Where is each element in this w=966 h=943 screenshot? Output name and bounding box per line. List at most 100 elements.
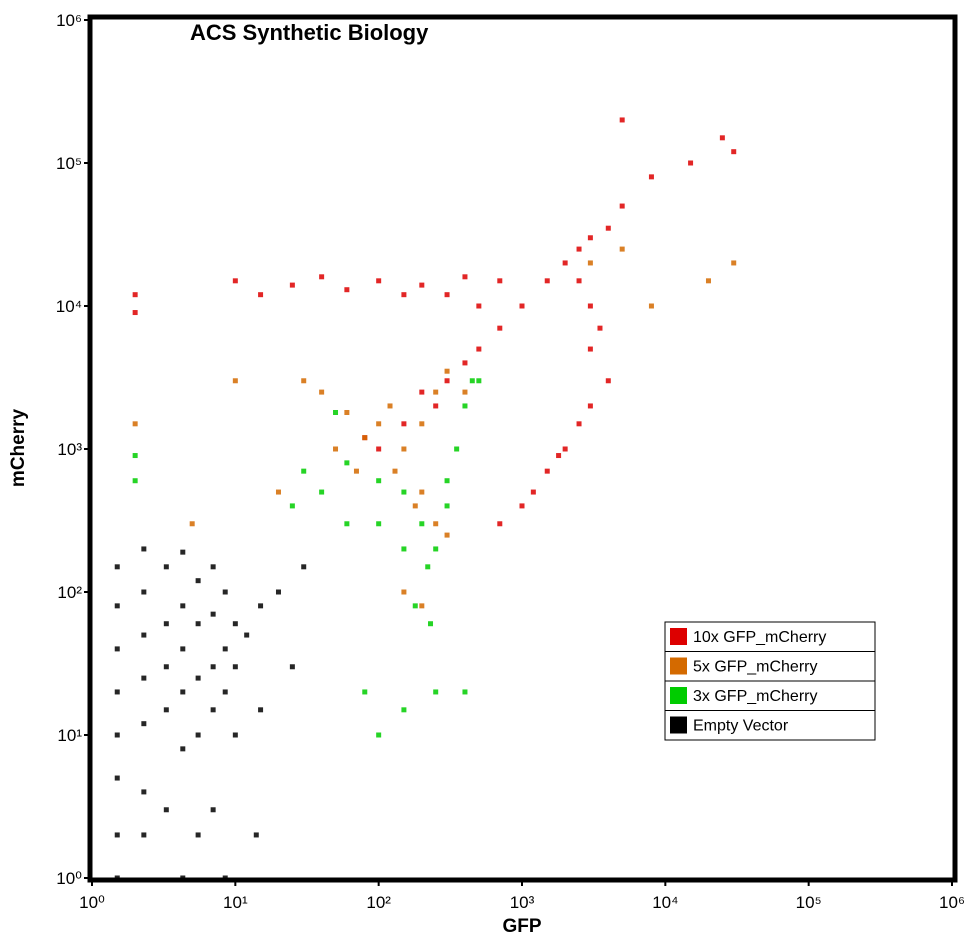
point xyxy=(222,875,228,881)
y-tick-label: 10³ xyxy=(57,440,82,459)
point xyxy=(731,260,737,266)
point xyxy=(562,260,568,266)
y-tick-label: 10⁶ xyxy=(56,11,82,30)
y-tick-label: 10¹ xyxy=(57,726,82,745)
point xyxy=(232,278,238,284)
point xyxy=(387,403,393,409)
point xyxy=(462,360,468,366)
point xyxy=(114,646,120,652)
point xyxy=(454,446,460,452)
point xyxy=(222,646,228,652)
point xyxy=(462,274,468,280)
point xyxy=(619,117,625,123)
y-tick-label: 10⁵ xyxy=(56,154,82,173)
point xyxy=(258,603,264,609)
x-tick-label: 10⁰ xyxy=(79,893,105,912)
point xyxy=(222,589,228,595)
x-tick-label: 10⁴ xyxy=(652,893,678,912)
point xyxy=(114,564,120,570)
legend-swatch xyxy=(670,657,687,675)
point xyxy=(444,532,450,538)
point xyxy=(180,646,186,652)
point xyxy=(132,478,138,484)
point xyxy=(376,478,382,484)
point xyxy=(275,489,281,495)
point xyxy=(425,564,431,570)
point xyxy=(705,278,711,284)
point xyxy=(648,174,654,180)
point xyxy=(376,278,382,284)
point xyxy=(530,489,536,495)
point xyxy=(333,446,339,452)
point xyxy=(195,832,201,838)
point xyxy=(210,664,216,670)
legend-label: Empty Vector xyxy=(693,717,789,734)
y-axis-label: mCherry xyxy=(8,409,29,488)
point xyxy=(462,389,468,395)
point xyxy=(731,149,737,155)
point xyxy=(587,303,593,309)
point xyxy=(428,621,434,627)
point xyxy=(433,546,439,552)
point xyxy=(576,421,582,427)
point xyxy=(141,789,147,795)
point xyxy=(688,160,694,166)
point xyxy=(141,675,147,681)
point xyxy=(376,446,382,452)
point xyxy=(180,746,186,752)
point xyxy=(433,689,439,695)
point xyxy=(319,274,325,280)
point xyxy=(141,632,147,638)
point xyxy=(412,503,418,509)
point xyxy=(444,478,450,484)
point xyxy=(401,292,407,298)
point xyxy=(180,875,186,881)
point xyxy=(180,549,186,555)
point xyxy=(163,807,169,813)
point xyxy=(195,621,201,627)
point xyxy=(469,378,475,384)
point xyxy=(433,521,439,527)
point xyxy=(497,325,503,331)
point xyxy=(587,260,593,266)
point xyxy=(344,521,350,527)
point xyxy=(648,303,654,309)
point xyxy=(232,732,238,738)
point xyxy=(401,489,407,495)
point xyxy=(222,689,228,695)
point xyxy=(562,446,568,452)
point xyxy=(333,409,339,415)
point xyxy=(576,278,582,284)
point xyxy=(719,135,725,141)
point xyxy=(210,564,216,570)
point xyxy=(132,421,138,427)
point xyxy=(605,225,611,231)
point xyxy=(376,732,382,738)
point xyxy=(419,421,425,427)
point xyxy=(519,503,525,509)
point xyxy=(114,689,120,695)
y-tick-label: 10² xyxy=(57,583,82,602)
point xyxy=(401,589,407,595)
chart-title: ACS Synthetic Biology xyxy=(190,20,429,45)
point xyxy=(141,721,147,727)
point xyxy=(232,378,238,384)
point xyxy=(392,468,398,474)
point xyxy=(232,621,238,627)
points xyxy=(114,117,737,881)
point xyxy=(301,564,307,570)
point xyxy=(433,403,439,409)
point xyxy=(289,282,295,288)
point xyxy=(433,389,439,395)
point xyxy=(376,421,382,427)
point xyxy=(132,292,138,298)
point xyxy=(301,468,307,474)
point xyxy=(401,546,407,552)
point xyxy=(289,664,295,670)
x-tick-label: 10⁵ xyxy=(796,893,822,912)
point xyxy=(114,775,120,781)
point xyxy=(289,503,295,509)
point xyxy=(497,278,503,284)
point xyxy=(195,675,201,681)
point xyxy=(444,292,450,298)
